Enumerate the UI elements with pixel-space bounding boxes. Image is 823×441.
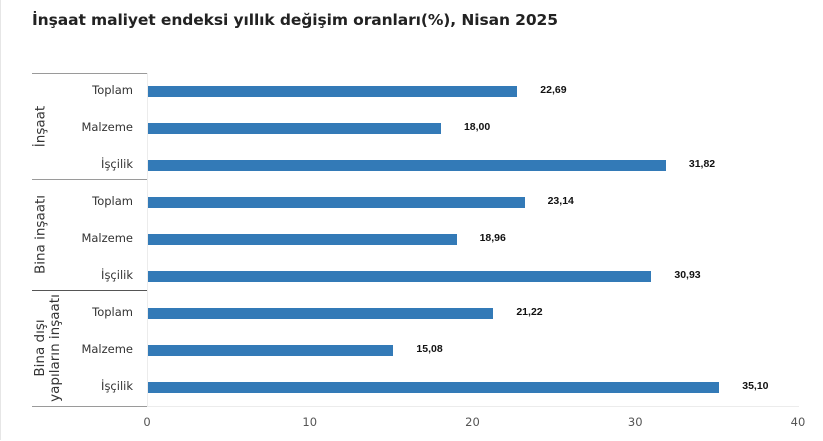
bar[interactable] bbox=[148, 159, 666, 171]
data-label: 35,10 bbox=[742, 380, 769, 392]
x-tick-label: 10 bbox=[302, 415, 318, 429]
data-label: 21,22 bbox=[516, 306, 543, 318]
group-label-line: Bina inşaatı bbox=[32, 194, 49, 275]
group-label: İnşaat bbox=[32, 66, 49, 186]
category-label: İşçilik bbox=[101, 379, 133, 393]
bar[interactable] bbox=[148, 85, 518, 97]
group-separator bbox=[32, 73, 147, 74]
group-separator bbox=[32, 179, 147, 180]
category-label: İşçilik bbox=[101, 268, 133, 282]
x-axis-line bbox=[147, 406, 799, 407]
category-label: İşçilik bbox=[101, 157, 133, 171]
y-axis-line bbox=[147, 73, 148, 407]
x-tick-label: 30 bbox=[627, 415, 643, 429]
group-label-line: İnşaat bbox=[32, 105, 49, 147]
bar[interactable] bbox=[148, 196, 525, 208]
bar[interactable] bbox=[148, 233, 457, 245]
bar[interactable] bbox=[148, 270, 652, 282]
group-label-line: Bina dışı bbox=[32, 319, 48, 377]
category-label: Toplam bbox=[92, 194, 133, 208]
category-label: Malzeme bbox=[81, 231, 133, 245]
data-label: 15,08 bbox=[416, 343, 443, 355]
category-label: Malzeme bbox=[81, 120, 133, 134]
category-label: Malzeme bbox=[81, 342, 133, 356]
data-label: 31,82 bbox=[688, 158, 716, 170]
group-label: Bina inşaatı bbox=[32, 175, 49, 295]
chart-title: İnşaat maliyet endeksi yıllık değişim or… bbox=[32, 11, 558, 29]
bar[interactable] bbox=[148, 122, 441, 134]
data-label: 30,93 bbox=[674, 269, 701, 281]
data-label: 23,14 bbox=[547, 195, 574, 207]
bar[interactable] bbox=[148, 344, 394, 356]
group-label-line: yapıların inşaatı bbox=[47, 294, 63, 402]
data-label: 18,00 bbox=[463, 121, 491, 133]
group-separator bbox=[32, 290, 147, 291]
bar[interactable] bbox=[148, 381, 720, 393]
x-tick-label: 0 bbox=[143, 415, 151, 429]
category-label: Toplam bbox=[92, 305, 133, 319]
group-separator bbox=[32, 406, 147, 407]
group-label: Bina dışı yapıların inşaatı bbox=[32, 288, 63, 408]
data-label: 22,69 bbox=[540, 84, 567, 96]
category-label: Toplam bbox=[92, 83, 133, 97]
x-tick-label: 40 bbox=[790, 415, 806, 429]
x-tick-label: 20 bbox=[465, 415, 480, 429]
bar[interactable] bbox=[148, 307, 494, 319]
data-label: 18,96 bbox=[479, 232, 506, 244]
